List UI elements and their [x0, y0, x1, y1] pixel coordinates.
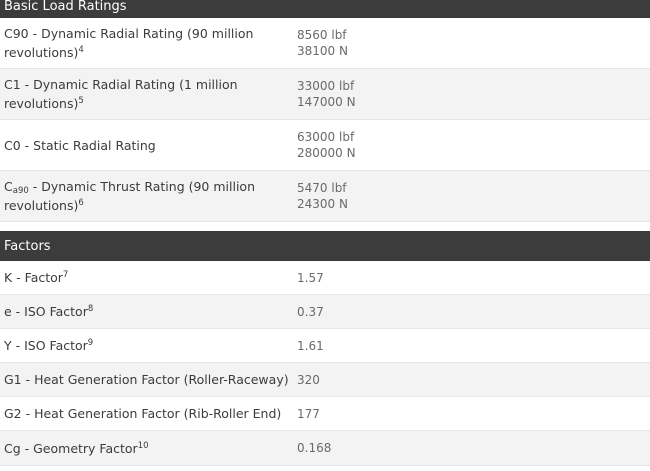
row-label: C1 - Dynamic Radial Rating (1 million re… — [4, 77, 238, 111]
row-label: Ca90 - Dynamic Thrust Rating (90 million… — [4, 179, 255, 213]
basic-load-ratings-table: C90 - Dynamic Radial Rating (90 million … — [0, 18, 650, 222]
row-label: G1 - Heat Generation Factor (Roller-Race… — [4, 372, 289, 387]
row-label: C90 - Dynamic Radial Rating (90 million … — [4, 26, 254, 60]
footnote-ref[interactable]: 9 — [87, 337, 94, 348]
row-value: 33000 lbf 147000 N — [297, 79, 356, 109]
table-row: G1 - Heat Generation Factor (Roller-Race… — [0, 363, 650, 397]
footnote-ref[interactable]: 8 — [87, 303, 94, 314]
table-row: C90 - Dynamic Radial Rating (90 million … — [0, 18, 650, 69]
section-title: Basic Load Ratings — [4, 0, 127, 14]
footnote-ref[interactable]: 4 — [78, 44, 84, 55]
factors-header: Factors — [0, 231, 650, 261]
footnote-ref[interactable]: 5 — [78, 95, 84, 106]
row-value: 320 — [297, 372, 320, 387]
row-label: e - ISO Factor8 — [4, 303, 94, 319]
basic-load-ratings-header: Basic Load Ratings — [0, 0, 650, 18]
table-row: C1 - Dynamic Radial Rating (1 million re… — [0, 69, 650, 120]
row-value: 1.57 — [297, 270, 324, 285]
footnote-ref[interactable]: 10 — [137, 440, 149, 451]
row-value: 0.168 — [297, 441, 332, 455]
row-value: 8560 lbf 38100 N — [297, 28, 348, 58]
row-value: 0.37 — [297, 304, 324, 319]
row-label: Cg - Geometry Factor10 — [4, 440, 149, 456]
table-row: e - ISO Factor8 0.37 — [0, 295, 650, 329]
row-value: 1.61 — [297, 338, 324, 353]
row-value: 177 — [297, 406, 320, 421]
table-row: Ca90 - Dynamic Thrust Rating (90 million… — [0, 171, 650, 222]
row-label: K - Factor7 — [4, 269, 69, 285]
row-label: G2 - Heat Generation Factor (Rib-Roller … — [4, 406, 282, 421]
table-row: G2 - Heat Generation Factor (Rib-Roller … — [0, 397, 650, 431]
table-row: C0 - Static Radial Rating 63000 lbf 28000… — [0, 120, 650, 171]
row-label: C0 - Static Radial Rating — [4, 137, 156, 153]
footnote-ref[interactable]: 7 — [62, 269, 69, 280]
table-row: Y - ISO Factor9 1.61 — [0, 329, 650, 363]
row-value: 5470 lbf 24300 N — [297, 181, 348, 211]
table-row: Cg - Geometry Factor10 0.168 — [0, 431, 650, 466]
factors-table: K - Factor7 1.57 e - ISO Factor8 0.37 Y … — [0, 261, 650, 466]
table-row: K - Factor7 1.57 — [0, 261, 650, 295]
section-title: Factors — [4, 238, 51, 254]
footnote-ref[interactable]: 6 — [78, 197, 84, 208]
row-value: 63000 lbf 280000 N — [297, 130, 356, 160]
row-label: Y - ISO Factor9 — [4, 337, 94, 353]
